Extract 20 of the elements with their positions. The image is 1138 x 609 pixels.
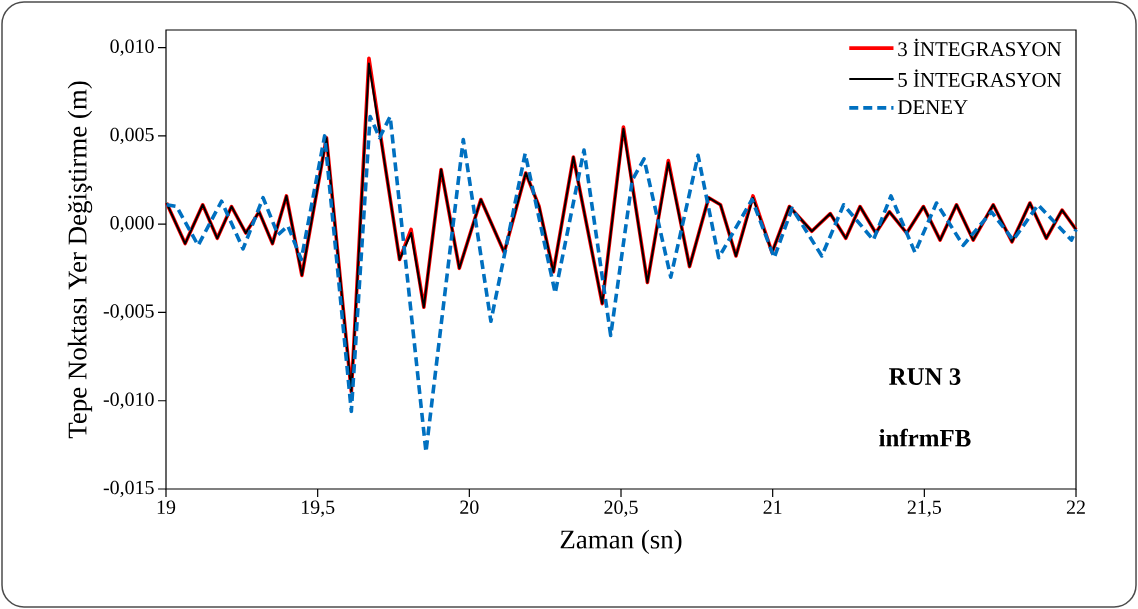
x-tick-label: 20,5 <box>604 500 638 517</box>
x-tick-label: 22 <box>1066 500 1085 514</box>
x-tick-label: 19,5 <box>301 500 335 517</box>
x-axis-title: Zaman (sn) <box>560 529 682 555</box>
x-tick-label: 21 <box>763 500 782 514</box>
x-tick-label: 19 <box>157 500 176 514</box>
y-tick-label: -0,015 <box>103 480 154 498</box>
x-tick-label: 21,5 <box>907 500 941 517</box>
y-tick-label: 0,010 <box>110 39 154 56</box>
y-tick-label: 0,005 <box>110 127 154 145</box>
legend-label: 5 İNTEGRASYON <box>898 69 1062 87</box>
annotation: RUN 3 <box>889 368 961 385</box>
legend-label: 3 İNTEGRASYON <box>898 38 1062 57</box>
annotation: infrmFB <box>879 428 971 447</box>
y-tick-label: 0,000 <box>110 216 154 233</box>
y-axis-title: Tepe Noktası Yer Değiştirme (m) <box>67 81 93 439</box>
legend-label: DENEY <box>897 100 968 114</box>
x-tick-label: 20 <box>460 500 479 514</box>
y-tick-label: -0,010 <box>103 392 154 409</box>
y-tick-label: -0,005 <box>103 304 154 321</box>
